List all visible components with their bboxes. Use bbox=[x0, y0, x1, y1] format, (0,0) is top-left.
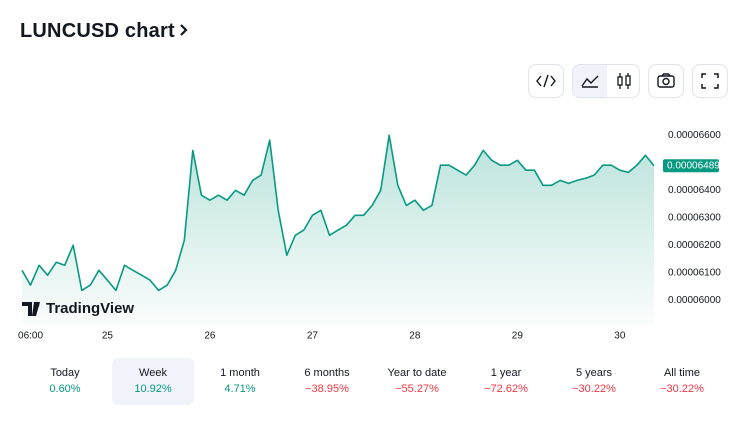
area-button[interactable] bbox=[573, 65, 607, 97]
watermark-text: TradingView bbox=[46, 300, 134, 317]
y-tick-label: 0.00006600 bbox=[668, 130, 721, 141]
x-tick-label: 27 bbox=[307, 331, 319, 342]
y-tick-label: 0.00006000 bbox=[668, 295, 721, 306]
x-tick-label: 26 bbox=[204, 331, 216, 342]
price-line bbox=[21, 134, 655, 292]
period-change[interactable]: −30.22% bbox=[572, 383, 616, 395]
last-price-label: 0.00006489 bbox=[667, 160, 720, 171]
x-tick-label: 25 bbox=[102, 331, 114, 342]
fullscreen-button[interactable] bbox=[692, 64, 728, 98]
period-label[interactable]: Today bbox=[50, 367, 80, 379]
embed-icon bbox=[536, 74, 556, 88]
chart: TradingView 0.00006000 0.00006100 0.000062… bbox=[18, 130, 721, 342]
period-tab[interactable]: All time −30.22% bbox=[641, 358, 723, 405]
period-change[interactable]: 4.71% bbox=[224, 383, 256, 395]
period-label[interactable]: 5 years bbox=[575, 367, 613, 379]
y-tick-label: 0.00006200 bbox=[668, 240, 721, 251]
area-icon bbox=[581, 75, 599, 88]
camera-icon bbox=[657, 73, 675, 88]
fullscreen-icon bbox=[701, 73, 719, 89]
period-label[interactable]: 6 months bbox=[304, 367, 350, 379]
period-change[interactable]: −38.95% bbox=[305, 383, 349, 395]
period-change[interactable]: −55.27% bbox=[395, 383, 439, 395]
snapshot-button[interactable] bbox=[648, 64, 684, 98]
title[interactable]: LUNCUSD chart bbox=[20, 20, 190, 43]
title-text[interactable]: LUNCUSD chart bbox=[20, 20, 175, 42]
period-change[interactable]: −72.62% bbox=[484, 383, 528, 395]
period-tab[interactable]: 6 months −38.95% bbox=[286, 358, 368, 405]
x-tick-label: 29 bbox=[512, 331, 524, 342]
period-tab[interactable]: 5 years −30.22% bbox=[553, 358, 635, 405]
x-tick-label: 06:00 bbox=[18, 331, 43, 342]
period-change[interactable]: 0.60% bbox=[49, 383, 81, 395]
period-label[interactable]: 1 month bbox=[220, 367, 260, 379]
candles-icon bbox=[617, 73, 631, 89]
chart-type-group bbox=[572, 64, 640, 98]
period-label[interactable]: 1 year bbox=[490, 367, 522, 379]
x-tick-label: 30 bbox=[614, 331, 626, 342]
watermark bbox=[22, 302, 40, 316]
period-tab[interactable]: 1 year −72.62% bbox=[465, 358, 547, 405]
period-change[interactable]: 10.92% bbox=[134, 383, 172, 395]
period-tab[interactable]: Week 10.92% bbox=[112, 358, 194, 405]
chevron-icon bbox=[180, 24, 188, 36]
period-tab[interactable]: Year to date −55.27% bbox=[376, 358, 458, 405]
period-tab[interactable]: Today 0.60% bbox=[24, 358, 106, 405]
candles-button[interactable] bbox=[607, 65, 641, 97]
embed-button[interactable] bbox=[528, 64, 564, 98]
y-tick-label: 0.00006100 bbox=[668, 267, 721, 278]
period-tab[interactable]: 1 month 4.71% bbox=[199, 358, 281, 405]
y-tick-label: 0.00006300 bbox=[668, 212, 721, 223]
period-label[interactable]: Week bbox=[139, 367, 167, 379]
y-tick-label: 0.00006400 bbox=[668, 185, 721, 196]
period-label[interactable]: All time bbox=[663, 367, 701, 379]
last-price-tag bbox=[663, 159, 719, 173]
x-tick-label: 28 bbox=[409, 331, 421, 342]
period-change[interactable]: −30.22% bbox=[660, 383, 704, 395]
period-label[interactable]: Year to date bbox=[387, 367, 447, 379]
